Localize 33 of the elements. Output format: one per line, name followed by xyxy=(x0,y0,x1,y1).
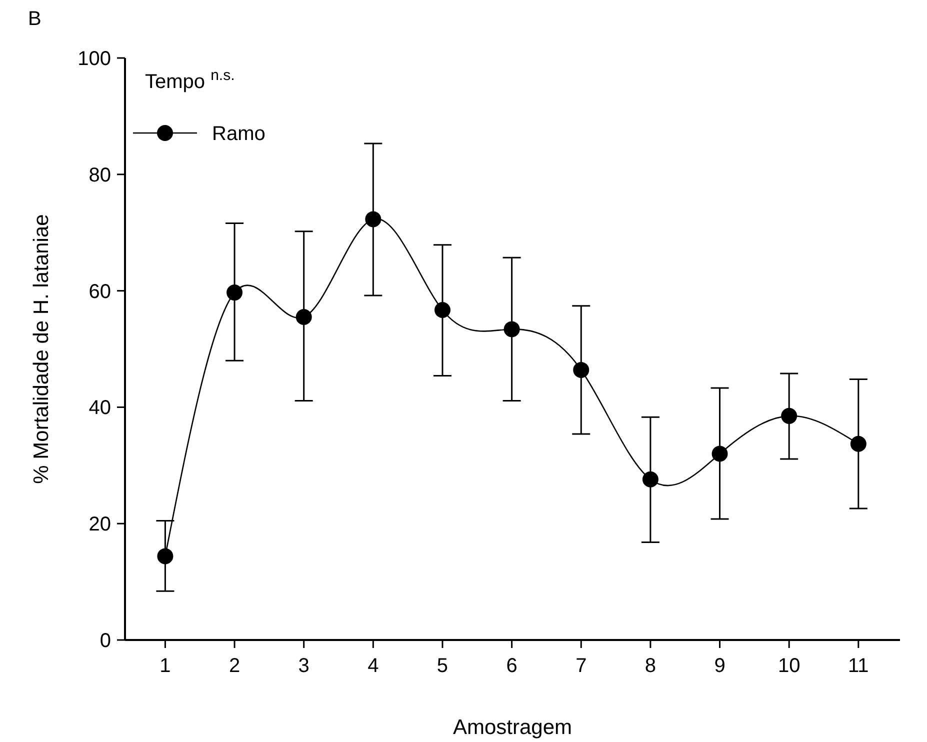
y-tick-label: 100 xyxy=(78,48,111,70)
x-tick-label: 5 xyxy=(436,655,448,677)
y-tick-label: 0 xyxy=(100,630,111,652)
point xyxy=(850,436,866,452)
y-tick-label: 60 xyxy=(88,280,111,303)
point xyxy=(296,308,312,325)
point xyxy=(642,471,658,488)
point xyxy=(573,362,590,378)
y-tick-label: 80 xyxy=(88,164,111,186)
point xyxy=(434,302,450,318)
y-axis-title: % Mortalidade de H. lataniae xyxy=(30,214,53,484)
point xyxy=(365,211,382,228)
y-tick-label: 20 xyxy=(88,514,111,536)
point xyxy=(712,446,728,462)
x-tick-label: 11 xyxy=(848,655,869,677)
x-tick-label: 2 xyxy=(228,655,240,677)
point xyxy=(504,321,520,338)
x-tick-label: 1 xyxy=(160,655,171,677)
legend-title: Tempo $^{n.s.}$ xyxy=(145,66,235,93)
point xyxy=(157,548,174,564)
x-tick-label: 10 xyxy=(778,655,800,677)
x-tick-label: 6 xyxy=(506,655,518,677)
x-tick-label: 7 xyxy=(576,655,587,677)
text: B xyxy=(28,8,42,30)
x-tick-label: 3 xyxy=(298,655,310,677)
x-tick-label: 9 xyxy=(714,655,726,677)
x-tick-label: 4 xyxy=(368,655,379,677)
x-tick-label: 8 xyxy=(644,655,656,677)
legend-label: Ramo xyxy=(212,123,266,145)
x-axis-title: Amostragem xyxy=(452,716,572,739)
point xyxy=(781,408,798,424)
point xyxy=(226,284,243,301)
y-tick-label: 40 xyxy=(88,397,111,420)
